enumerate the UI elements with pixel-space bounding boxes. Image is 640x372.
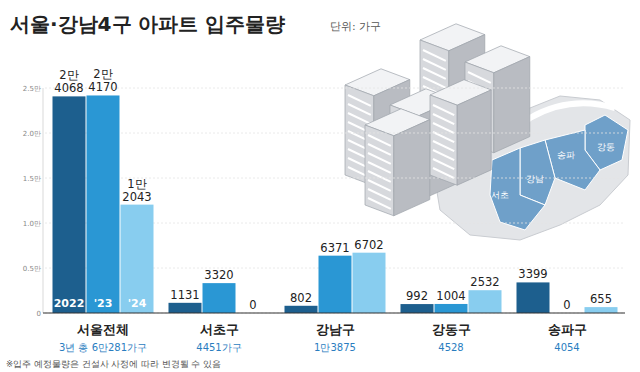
bar: [585, 307, 618, 313]
grid-line: [45, 88, 625, 89]
bar: [401, 304, 434, 313]
subtitle: 단위: 가구: [330, 20, 381, 33]
bar: [285, 306, 318, 313]
baseline: [43, 312, 625, 313]
grid-line: [45, 133, 625, 134]
category-label: 서울전체: [77, 322, 129, 337]
category-total: 1만3875: [314, 342, 356, 353]
data-label: 1004: [436, 289, 465, 303]
axis-line: [43, 88, 44, 313]
tick-label: 0: [37, 310, 41, 318]
data-label: 2532: [470, 275, 499, 289]
data-label: 2만4170: [88, 67, 117, 94]
map-label: 강동: [597, 142, 615, 152]
bar: [435, 304, 468, 313]
data-label: 3399: [518, 267, 547, 281]
legend-entry: 2022: [54, 297, 85, 310]
bar: [517, 282, 550, 313]
bar: [121, 205, 154, 313]
title: 서울·강남4구 아파트 입주물량: [10, 12, 285, 36]
bar: [87, 95, 120, 313]
category-label: 서초구: [200, 322, 239, 337]
data-label: 655: [590, 292, 612, 306]
category-total: 3년 총 6만281가구: [59, 342, 147, 353]
category-label: 송파구: [548, 322, 587, 337]
data-label: 6371: [320, 241, 349, 255]
category-total: 4054: [554, 342, 579, 353]
data-label: 6702: [354, 238, 383, 252]
tick-label: 0.5만: [23, 265, 41, 273]
bar: [469, 290, 502, 313]
y-axis: 0 0.5만 1.0만 1.5만 2.0만 2.5만: [23, 85, 625, 318]
data-label: 992: [406, 289, 428, 303]
category-total: 4528: [438, 342, 463, 353]
tick-label: 1.5만: [23, 175, 41, 183]
data-labels: 2만4068 1131 802 992 3399 2만4170 3320 6371 1004 0 1…: [54, 67, 612, 312]
tick-label: 2.5만: [23, 85, 41, 93]
bar: [53, 96, 86, 313]
chart: 강동송파서초 강남 서울·강남4구 아파트 입주물량 단위: 가구 0 0.5만 1.0만 1…: [0, 0, 640, 372]
data-label: 3320: [204, 268, 233, 282]
footnote: ※입주 예정물량은 건설사 사정에 따라 변경될 수 있음: [6, 359, 221, 369]
category-label: 강남구: [316, 322, 355, 337]
legend-entry: '24: [128, 297, 147, 310]
tick-label: 2.0만: [23, 130, 41, 138]
data-label: 0: [249, 298, 256, 312]
bar: [169, 303, 202, 313]
map-region: [490, 148, 545, 230]
map-label: 서초: [491, 190, 509, 200]
data-label: 2만4068: [54, 68, 83, 95]
bar: [353, 253, 386, 313]
building: [430, 80, 491, 186]
buildings: [345, 24, 530, 216]
map-label: 강남: [526, 174, 544, 184]
bars: [53, 95, 618, 313]
map-label: 송파: [557, 150, 575, 160]
map-region: [520, 140, 555, 205]
bar: [319, 256, 352, 313]
data-label: 0: [563, 298, 570, 312]
legend-entry: '23: [94, 297, 113, 310]
building: [365, 109, 430, 216]
tick-label: 1.0만: [23, 220, 41, 228]
category-label: 강동구: [432, 322, 471, 337]
category-total: 4451가구: [196, 342, 241, 353]
bar: [203, 283, 236, 313]
data-label: 802: [290, 291, 312, 305]
data-label: 1만2043: [122, 177, 151, 204]
data-label: 1131: [170, 288, 199, 302]
